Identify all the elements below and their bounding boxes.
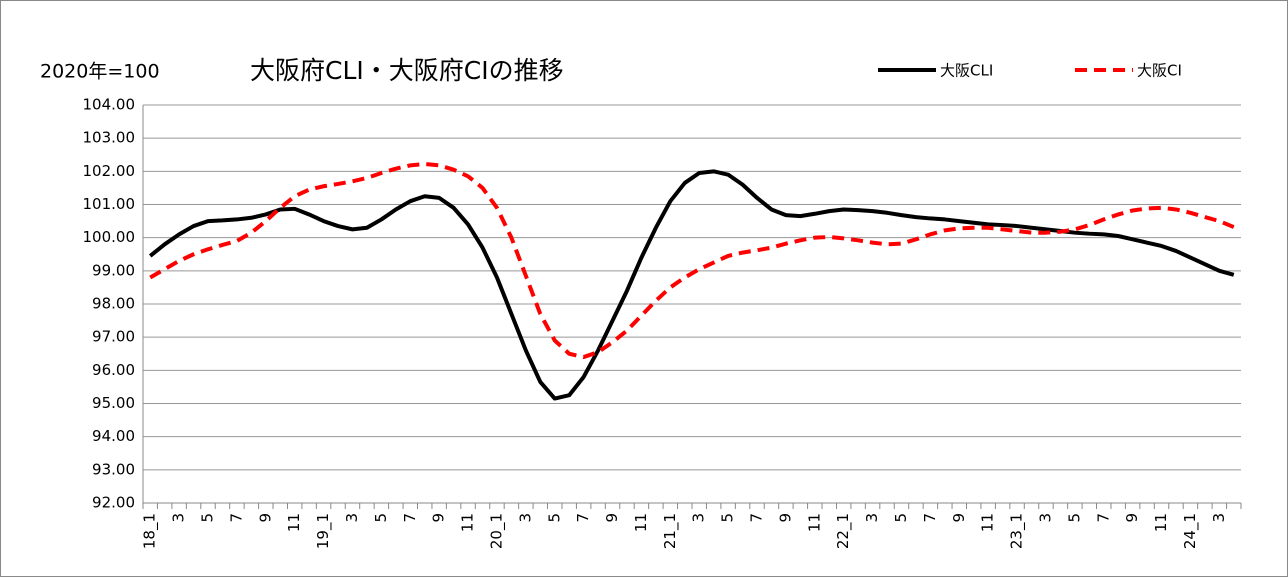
x-tick-label: 11	[632, 513, 650, 532]
y-tick-label: 93.00	[92, 460, 135, 478]
x-tick-label: 23_1	[1008, 513, 1027, 549]
y-tick-label: 94.00	[92, 427, 135, 445]
x-tick-label: 19_1	[314, 513, 333, 549]
y-tick-label: 102.00	[83, 162, 136, 180]
series-line	[148, 169, 1235, 401]
x-tick-label: 3	[1036, 513, 1054, 523]
x-tick-label: 9	[950, 513, 968, 523]
y-tick-label: 101.00	[83, 195, 136, 213]
x-tick-label: 11	[805, 513, 823, 532]
x-tick-label: 20_1	[487, 513, 506, 549]
x-tick-label: 7	[227, 513, 245, 523]
x-tick-label: 9	[256, 513, 274, 523]
x-tick-label: 9	[1123, 513, 1141, 523]
x-tick-label: 7	[748, 513, 766, 523]
x-tick-label: 9	[776, 513, 794, 523]
x-tick-label: 5	[719, 513, 737, 523]
y-tick-label: 99.00	[92, 261, 135, 279]
x-tick-label: 9	[603, 513, 621, 523]
x-tick-label: 11	[1152, 513, 1170, 532]
x-tick-label: 5	[545, 513, 563, 523]
x-tick-label: 11	[979, 513, 997, 532]
y-tick-label: 100.00	[83, 228, 136, 246]
x-tick-label: 22_1	[834, 513, 853, 549]
x-tick-label: 7	[1094, 513, 1112, 523]
y-tick-label: 95.00	[92, 394, 135, 412]
chart-title: 大阪府CLI・大阪府CIの推移	[250, 56, 564, 85]
x-tick-label: 7	[574, 513, 592, 523]
x-tick-label: 9	[430, 513, 448, 523]
y-tick-label: 103.00	[83, 129, 136, 147]
x-tick-label: 3	[690, 513, 708, 523]
annotation: 2020年=100	[40, 61, 160, 83]
x-tick-label: 5	[199, 513, 217, 523]
y-tick-label: 96.00	[92, 361, 135, 379]
y-tick-label: 98.00	[92, 295, 135, 313]
x-tick-label: 3	[343, 513, 361, 523]
x-tick-label: 5	[372, 513, 390, 523]
x-tick-label: 7	[401, 513, 419, 523]
x-tick-label: 5	[892, 513, 910, 523]
y-tick-label: 97.00	[92, 328, 135, 346]
y-tick-label: 92.00	[92, 494, 135, 512]
x-tick-label: 24_1	[1181, 513, 1200, 549]
x-tick-label: 3	[170, 513, 188, 523]
x-tick-label: 21_1	[661, 513, 680, 549]
x-tick-label: 11	[459, 513, 477, 532]
x-tick-label: 11	[285, 513, 303, 532]
legend-label: 大阪CLI	[940, 62, 993, 80]
legend-label: 大阪CI	[1137, 62, 1182, 80]
series-line	[149, 162, 1235, 360]
x-tick-label: 18_1	[141, 513, 160, 549]
y-tick-label: 104.00	[83, 96, 136, 114]
x-tick-label: 3	[516, 513, 534, 523]
x-tick-label: 3	[863, 513, 881, 523]
x-tick-label: 7	[921, 513, 939, 523]
x-tick-label: 5	[1065, 513, 1083, 523]
x-tick-label: 3	[1210, 513, 1228, 523]
